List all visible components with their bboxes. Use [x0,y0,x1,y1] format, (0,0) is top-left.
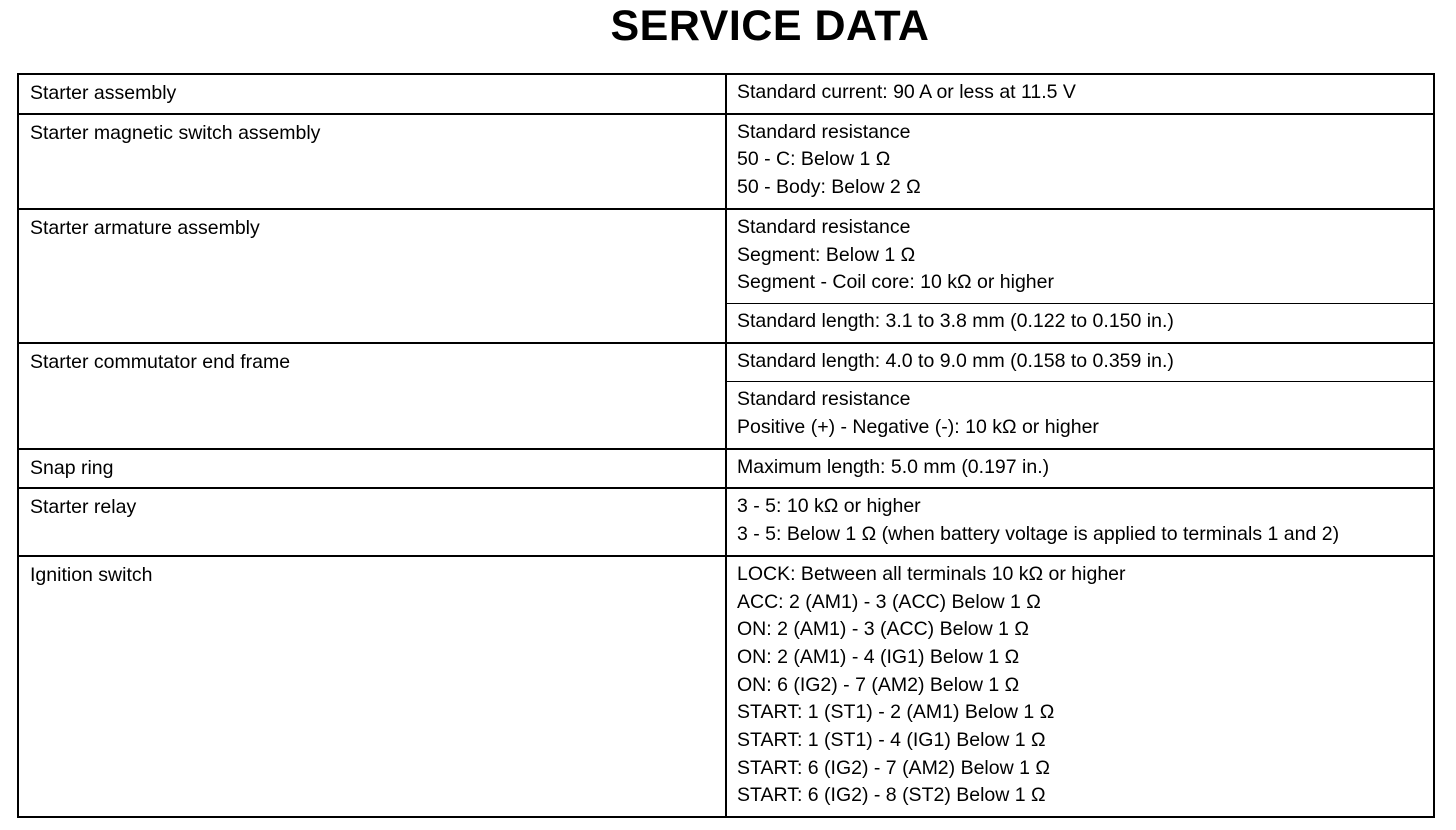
table-row: Starter assembly Standard current: 90 A o… [19,75,1433,113]
spec-line: START: 6 (IG2) - 7 (AM2) Below 1 Ω [737,756,1050,779]
table-row: Snap ring Maximum length: 5.0 mm (0.197 i… [19,447,1433,488]
spec-cell: Standard length: 4.0 to 9.0 mm (0.158 to… [727,344,1433,448]
table-row: Starter commutator end frame Standard len… [19,341,1433,448]
spec-line: 3 - 5: 10 kΩ or higher [737,495,921,518]
spec-line: Positive (+) - Negative (-): 10 kΩ or hi… [737,416,1099,439]
spec-line: ON: 2 (AM1) - 4 (IG1) Below 1 Ω [737,645,1020,668]
spec-line: Standard length: 4.0 to 9.0 mm (0.158 to… [737,349,1174,372]
spec-group: LOCK: Between all terminals 10 kΩ or hig… [727,557,1433,816]
spec-line: ON: 6 (IG2) - 7 (AM2) Below 1 Ω [737,673,1020,696]
spec-line: Standard resistance [737,120,911,143]
spec-line: Segment - Coil core: 10 kΩ or higher [737,271,1054,294]
spec-line: LOCK: Between all terminals 10 kΩ or hig… [737,562,1126,585]
spec-cell: LOCK: Between all terminals 10 kΩ or hig… [727,557,1433,816]
table-row: Starter armature assembly Standard resist… [19,207,1433,342]
spec-group: Standard current: 90 A or less at 11.5 V [727,75,1433,113]
spec-line: Standard current: 90 A or less at 11.5 V [737,81,1076,103]
spec-line: 3 - 5: Below 1 Ω (when battery voltage i… [737,523,1340,546]
spec-line: 50 - Body: Below 2 Ω [737,176,921,199]
table-row: Ignition switch LOCK: Between all termina… [19,554,1433,817]
spec-line: START: 1 (ST1) - 2 (AM1) Below 1 Ω [737,701,1055,724]
spec-cell: Standard resistance Segment: Below 1 Ω Seg… [727,210,1433,342]
spec-group: Standard resistance 50 - C: Below 1 Ω 50 -… [727,115,1433,208]
component-name: Starter magnetic switch assembly [19,114,727,208]
spec-group: 3 - 5: 10 kΩ or higher 3 - 5: Below 1 Ω (… [727,489,1433,554]
spec-line: Standard length: 3.1 to 3.8 mm (0.122 to… [737,309,1174,332]
spec-group: Standard resistance Positive (+) - Negati… [727,381,1433,447]
component-name: Starter assembly [19,75,727,113]
component-name: Ignition switch [19,556,727,817]
component-name: Starter armature assembly [19,209,727,342]
spec-line: Standard resistance [737,388,911,411]
spec-group: Maximum length: 5.0 mm (0.197 in.) [727,450,1433,488]
table-row: Starter relay 3 - 5: 10 kΩ or higher 3 - 5… [19,487,1433,555]
spec-group: Standard length: 4.0 to 9.0 mm (0.158 to… [727,344,1433,382]
spec-cell: Standard resistance 50 - C: Below 1 Ω 50 -… [727,115,1433,208]
spec-cell: 3 - 5: 10 kΩ or higher 3 - 5: Below 1 Ω (… [727,489,1433,554]
spec-line: ACC: 2 (AM1) - 3 (ACC) Below 1 Ω [737,590,1041,613]
spec-line: START: 6 (IG2) - 8 (ST2) Below 1 Ω [737,784,1046,807]
spec-line: ON: 2 (AM1) - 3 (ACC) Below 1 Ω [737,618,1029,641]
spec-line: Standard resistance [737,215,911,238]
spec-line: Segment: Below 1 Ω [737,243,916,266]
component-name: Snap ring [19,449,727,488]
table-row: Starter magnetic switch assembly Standard… [19,112,1433,208]
component-name: Starter relay [19,489,727,555]
component-name: Starter commutator end frame [19,343,727,448]
spec-group: Standard length: 3.1 to 3.8 mm (0.122 to… [727,302,1433,342]
spec-cell: Maximum length: 5.0 mm (0.197 in.) [727,450,1433,488]
service-data-table: Starter assembly Standard current: 90 A o… [17,73,1435,819]
spec-line: 50 - C: Below 1 Ω [737,148,891,171]
spec-line: START: 1 (ST1) - 4 (IG1) Below 1 Ω [737,729,1046,752]
page-title: SERVICE DATA [610,2,930,50]
spec-group: Standard resistance Segment: Below 1 Ω Seg… [727,210,1433,303]
spec-line: Maximum length: 5.0 mm (0.197 in.) [737,455,1050,478]
spec-cell: Standard current: 90 A or less at 11.5 V [727,75,1433,113]
